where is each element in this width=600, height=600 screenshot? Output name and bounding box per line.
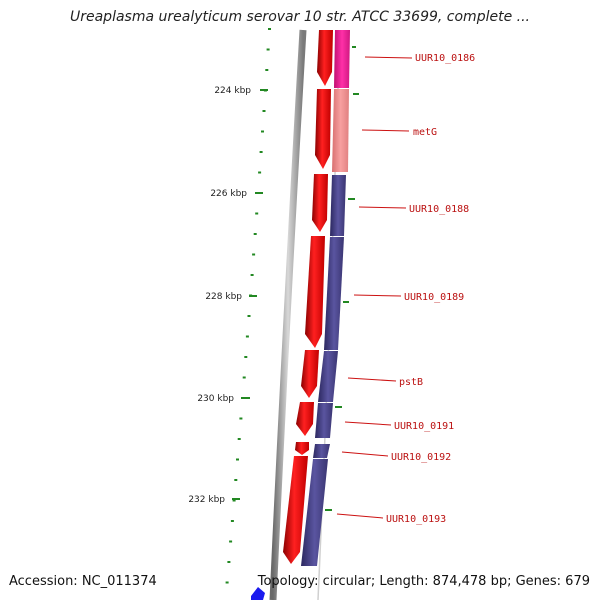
ruler-minor-tick	[258, 171, 262, 174]
ruler-minor-tick	[229, 540, 233, 543]
forward-gene-6	[296, 402, 314, 436]
ruler-minor-tick	[255, 212, 259, 215]
ruler-minor-tick	[227, 561, 231, 563]
forward-gene-4	[305, 236, 325, 348]
ruler-minor-tick	[250, 274, 254, 276]
label-line-metG	[361, 129, 410, 132]
ruler-minor-tick	[266, 48, 270, 51]
label-UUR10_0193[interactable]: UUR10_0193	[386, 514, 446, 525]
gene-labels: UUR10_0186 metG UUR10_0188 UUR10_0189 ps…	[336, 53, 475, 525]
forward-gene-2	[315, 89, 331, 169]
tick-mark-226	[255, 192, 263, 194]
ruler-minor-tick	[232, 499, 236, 502]
ruler-minor-tick	[237, 438, 241, 440]
tick-mark-224	[260, 89, 268, 91]
forward-gene-5	[301, 350, 319, 398]
gene-metG[interactable]	[332, 89, 349, 172]
ruler-minor-tick	[268, 28, 271, 30]
gene-UUR10_0189[interactable]	[324, 237, 344, 350]
gene-UUR10_0192[interactable]	[313, 444, 330, 458]
label-line-UUR10_0192	[341, 451, 389, 457]
backbone-ring	[269, 29, 307, 600]
ruler-minor-tick	[262, 110, 266, 112]
ruler-major-ticks	[232, 89, 268, 500]
label-line-UUR10_0189	[353, 294, 402, 297]
label-UUR10_0192[interactable]: UUR10_0192	[391, 452, 451, 463]
ruler-minor-tick	[230, 520, 234, 522]
gene-UUR10_0191[interactable]	[315, 403, 333, 438]
genome-stats-text: Topology: circular; Length: 874,478 bp; …	[257, 574, 590, 589]
map-title: Ureaplasma urealyticum serovar 10 str. A…	[69, 9, 530, 25]
label-line-pstB	[347, 377, 397, 382]
label-UUR10_0186[interactable]: UUR10_0186	[415, 53, 475, 64]
tick-label-224: 224 kbp	[214, 86, 251, 96]
ruler-labels: 224 kbp 226 kbp 228 kbp 230 kbp 232 kbp	[188, 86, 251, 505]
accession-text: Accession: NC_011374	[9, 574, 157, 589]
ruler-minor-tick	[247, 315, 251, 317]
gene-pstB[interactable]	[318, 351, 338, 402]
forward-gene-7	[295, 442, 309, 455]
forward-gene-1	[317, 30, 333, 86]
ruler-minor-tick	[236, 458, 239, 461]
ruler-minor-tick	[259, 151, 263, 153]
label-pstB[interactable]: pstB	[399, 377, 423, 388]
tick-mark-232	[232, 498, 240, 500]
ruler-minor-tick	[242, 376, 246, 379]
inner-tick-marks	[325, 46, 359, 511]
blue-feature-marker	[251, 587, 265, 600]
forward-gene-8	[283, 456, 308, 564]
label-line-UUR10_0188	[358, 206, 407, 209]
gene-UUR10_0186[interactable]	[334, 30, 350, 88]
ruler-minor-tick	[253, 233, 257, 235]
tick-mark-228	[249, 295, 257, 297]
ruler-minor-tick	[261, 130, 264, 133]
ruler-minor-tick	[234, 479, 238, 481]
tick-mark-230	[242, 397, 250, 399]
forward-gene-3	[312, 174, 328, 232]
ruler-minor-tick	[265, 69, 269, 71]
label-line-UUR10_0191	[344, 421, 392, 426]
tick-label-226: 226 kbp	[210, 189, 247, 199]
label-UUR10_0189[interactable]: UUR10_0189	[404, 292, 464, 303]
ruler-minor-ticks	[225, 28, 271, 584]
ruler-minor-tick	[252, 253, 256, 256]
label-UUR10_0188[interactable]: UUR10_0188	[409, 204, 469, 215]
ruler-minor-tick	[245, 335, 249, 338]
label-line-UUR10_0186	[364, 56, 413, 59]
tick-label-230: 230 kbp	[197, 394, 234, 404]
label-metG[interactable]: metG	[413, 127, 437, 138]
label-line-UUR10_0193	[336, 513, 384, 519]
ruler-minor-tick	[244, 356, 248, 358]
ruler-minor-tick	[239, 417, 243, 420]
gene-UUR10_0188[interactable]	[330, 175, 346, 236]
label-UUR10_0191[interactable]: UUR10_0191	[394, 421, 454, 432]
tick-label-228: 228 kbp	[205, 292, 242, 302]
tick-label-232: 232 kbp	[188, 495, 225, 505]
gene-UUR10_0193[interactable]	[301, 459, 328, 566]
ruler-minor-tick	[225, 581, 229, 584]
